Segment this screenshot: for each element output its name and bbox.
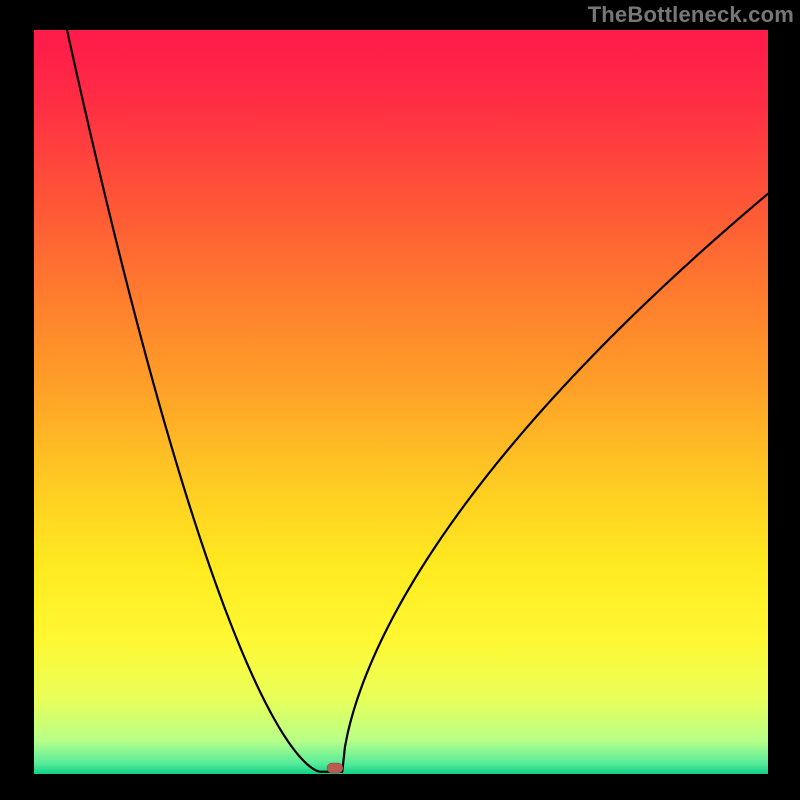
bottleneck-chart (0, 0, 800, 800)
chart-container: TheBottleneck.com (0, 0, 800, 800)
plot-background (34, 30, 768, 774)
watermark-label: TheBottleneck.com (588, 0, 800, 28)
minimum-marker (327, 763, 343, 773)
